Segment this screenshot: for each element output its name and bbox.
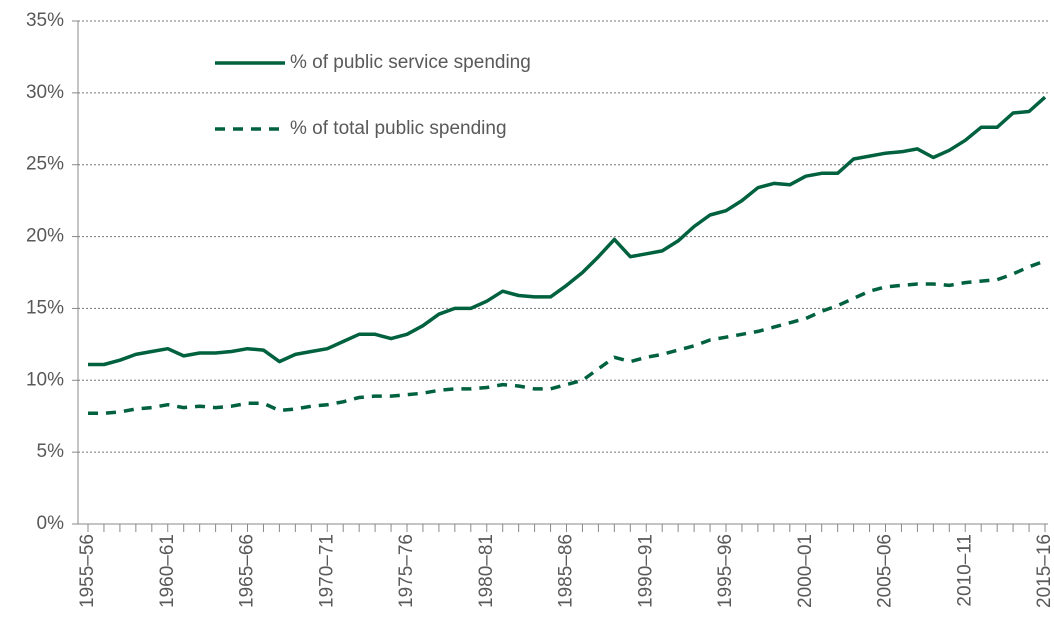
y-tick-label: 20% (26, 226, 64, 247)
x-tick-label: 1990–91 (635, 534, 656, 608)
y-tick-label: 10% (26, 369, 64, 390)
legend-label: % of public service spending (290, 52, 531, 73)
x-tick-label: 2010–11 (954, 534, 975, 607)
legend-label: % of total public spending (290, 118, 507, 139)
x-tick-label: 1980–81 (476, 534, 497, 608)
x-tick-label: 1995–96 (715, 534, 736, 608)
x-tick-label: 1975–76 (396, 534, 417, 608)
x-tick-label: 1960–61 (157, 534, 178, 608)
data-line (88, 95, 1047, 367)
y-tick-label: 25% (26, 154, 64, 175)
x-tick-label: 2015–16 (1034, 534, 1054, 608)
x-tick-label: 2005–06 (875, 534, 896, 608)
x-tick-label: 1965–66 (237, 534, 258, 608)
x-tick-label: 1985–86 (556, 534, 577, 608)
x-tick-label: 1955–56 (77, 534, 98, 608)
y-tick-label: 30% (26, 82, 64, 103)
y-tick-label: 15% (26, 297, 64, 318)
x-tick-label: 1970–71 (316, 534, 337, 608)
y-tick-label: 0% (37, 513, 65, 534)
y-tick-label: 35% (26, 10, 64, 31)
x-tick-label: 2000–01 (795, 534, 816, 608)
y-tick-label: 5% (37, 441, 65, 462)
